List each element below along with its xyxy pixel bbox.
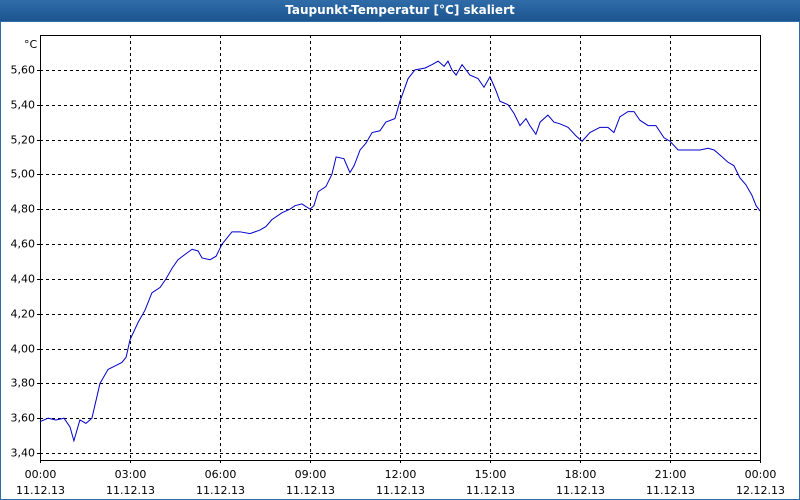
x-tick-label: 21:00 [655,468,687,481]
x-tick-label: 15:00 [475,468,507,481]
y-tick-label: 3,80 [11,377,36,390]
x-tick-label: 18:00 [565,468,597,481]
x-tick-label: 00:00 [745,468,777,481]
x-tick-date: 11.12.13 [376,484,425,497]
y-tick-label: 5,00 [11,168,36,181]
x-tick-label: 06:00 [205,468,237,481]
y-tick-label: 5,40 [11,99,36,112]
y-unit: °C [24,38,38,51]
x-tick-date: 11.12.13 [466,484,515,497]
y-tick-label: 4,60 [11,238,36,251]
x-tick-label: 09:00 [295,468,327,481]
y-tick-label: 5,60 [11,64,36,77]
x-tick-date: 11.12.13 [286,484,335,497]
y-tick-label: 3,60 [11,412,36,425]
y-tick-label: 3,40 [11,447,36,460]
x-tick-date: 11.12.13 [556,484,605,497]
y-tick-label: 5,20 [11,134,36,147]
y-tick-label: 4,20 [11,308,36,321]
x-tick-date: 11.12.13 [196,484,245,497]
x-tick-label: 12:00 [385,468,417,481]
x-tick-date: 12.12.13 [736,484,785,497]
y-tick-label: 4,80 [11,203,36,216]
x-tick-label: 00:00 [25,468,57,481]
y-tick-label: 4,40 [11,273,36,286]
data-line [39,60,761,443]
title-bar: Taupunkt-Temperatur [°C] skaliert [0,0,800,21]
x-tick-date: 11.12.13 [106,484,155,497]
x-tick-label: 03:00 [115,468,147,481]
y-tick-label: 4,00 [11,343,36,356]
x-tick-date: 11.12.13 [16,484,65,497]
x-tick-date: 11.12.13 [646,484,695,497]
